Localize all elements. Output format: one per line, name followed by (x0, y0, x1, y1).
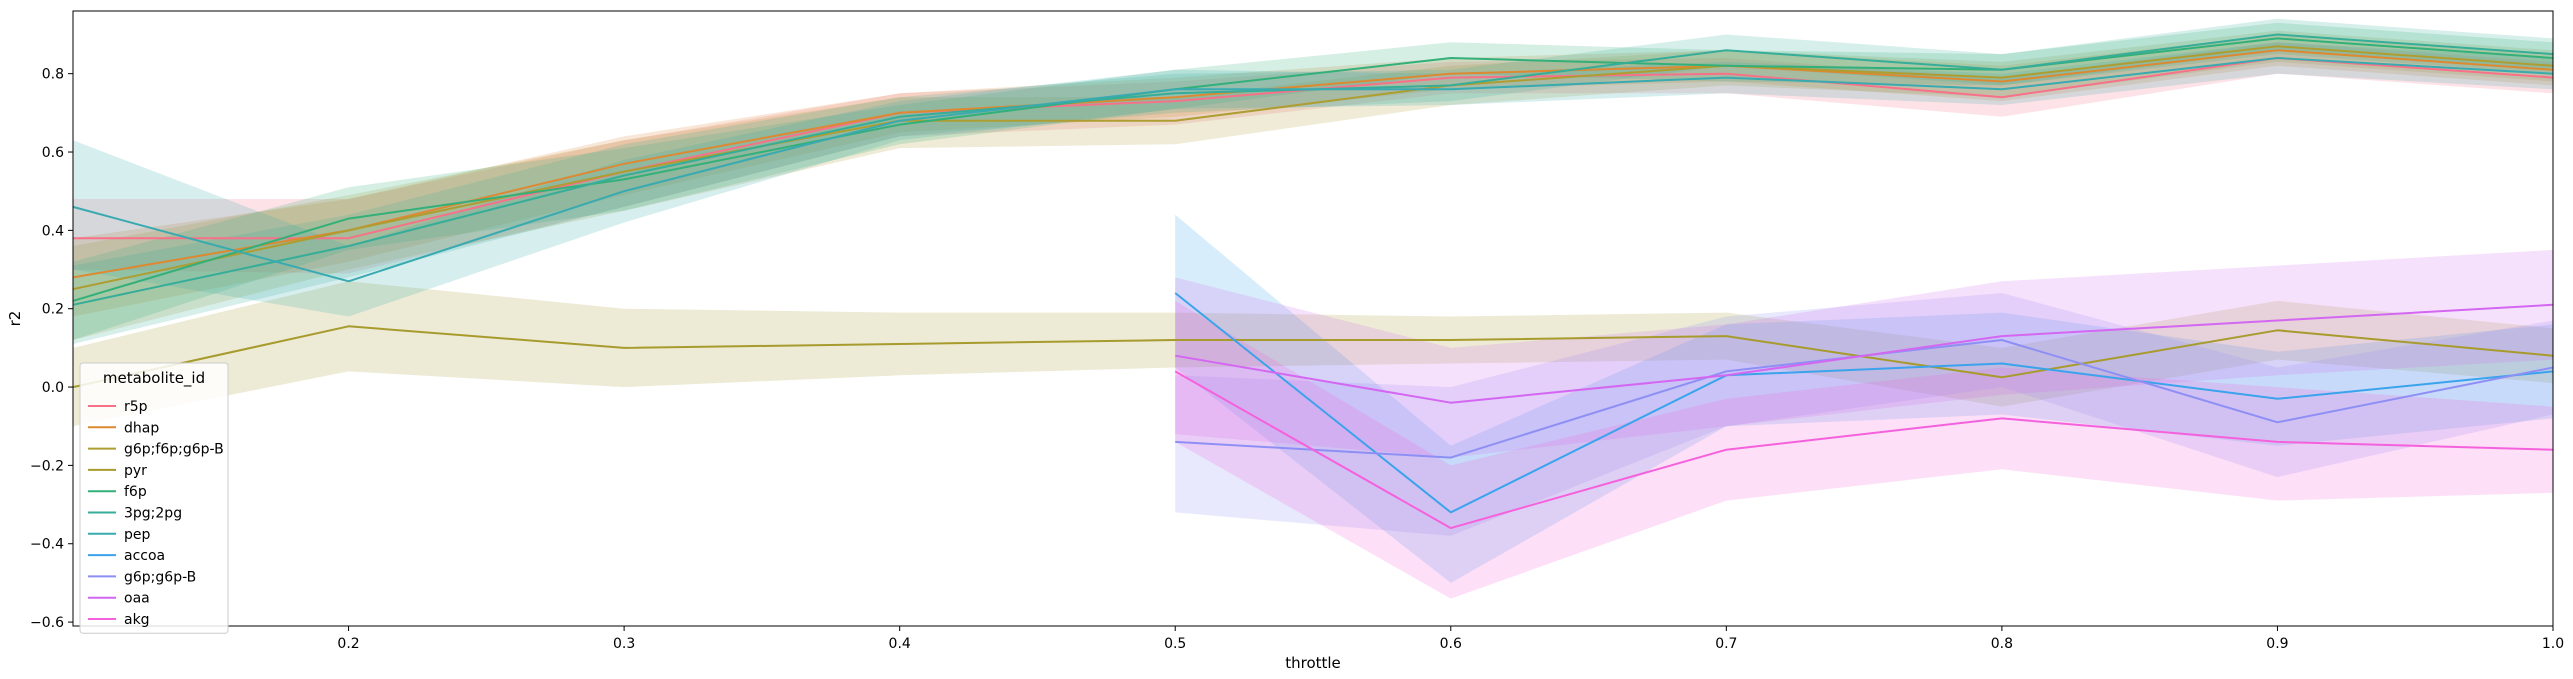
legend-box (79, 362, 229, 634)
band-3 (73, 281, 2553, 427)
legend-label: akg (124, 612, 150, 628)
y-tick-label: −0.2 (30, 458, 64, 474)
band-1 (73, 34, 2553, 317)
band-8 (1175, 293, 2553, 536)
series-line-4 (72, 37, 2554, 302)
y-axis-label: r2 (6, 311, 24, 327)
legend-label: dhap (124, 420, 159, 436)
plot-frame (72, 10, 2554, 627)
series-line-1 (72, 49, 2554, 279)
x-tick-label: 0.8 (1991, 636, 2013, 652)
y-tick-label: −0.4 (30, 537, 64, 553)
series-line-3 (72, 325, 2554, 389)
x-tick-label: 0.2 (337, 636, 359, 652)
x-tick-label: 0.4 (889, 636, 911, 652)
series-line-7 (1174, 292, 2554, 514)
y-tick-label: 0.8 (42, 67, 64, 83)
band-6 (73, 42, 2553, 317)
x-axis-label: throttle (1285, 654, 1341, 672)
series-line-9 (1175, 303, 2554, 404)
x-tick-label: 1.0 (2542, 636, 2564, 652)
series-lines (72, 33, 2554, 530)
y-tick-label: −0.6 (30, 615, 64, 631)
legend-label: r5p (124, 399, 148, 415)
x-axis-ticks: 0.2 0.3 0.4 0.5 0.6 0.7 0.8 0.9 1.0 (337, 626, 2564, 652)
legend-label: pyr (124, 463, 147, 479)
y-axis-ticks: −0.6 −0.4 −0.2 0.0 0.2 0.4 0.6 0.8 (30, 67, 73, 631)
legend-label: f6p (124, 484, 147, 500)
legend: metabolite_id r5p dhap g6p;f6p;g6p-B pyr f6p 3… (79, 362, 229, 634)
confidence-bands (73, 18, 2553, 599)
band-0 (73, 42, 2553, 274)
legend-label: pep (124, 527, 151, 543)
series-line-6 (72, 57, 2554, 283)
legend-label: g6p;f6p;g6p-B (124, 442, 224, 458)
series-line-2 (72, 45, 2554, 291)
x-tick-label: 0.6 (1440, 636, 1462, 652)
band-7 (1175, 214, 2553, 583)
legend-label: accoa (124, 548, 165, 564)
x-tick-label: 0.7 (1715, 636, 1737, 652)
y-tick-label: 0.6 (42, 145, 64, 161)
band-10 (1175, 300, 2553, 599)
series-line-10 (1174, 370, 2554, 530)
y-tick-label: 0.0 (42, 380, 64, 396)
legend-label: 3pg;2pg (124, 506, 182, 522)
x-tick-label: 0.5 (1164, 636, 1186, 652)
band-9 (1175, 249, 2553, 458)
legend-title: metabolite_id (103, 369, 205, 388)
y-tick-label: 0.2 (42, 302, 64, 318)
legend-label: g6p;g6p-B (124, 569, 196, 585)
y-tick-label: 0.4 (42, 223, 64, 239)
x-tick-label: 0.3 (613, 636, 635, 652)
x-tick-label: 0.9 (2266, 636, 2288, 652)
legend-label: oaa (124, 591, 150, 607)
